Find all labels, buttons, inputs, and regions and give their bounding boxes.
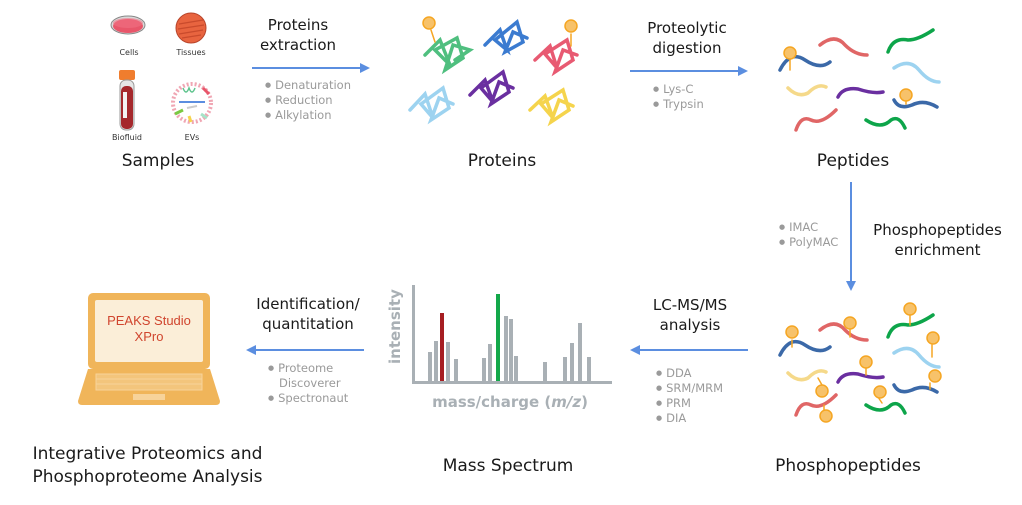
identification-bullets: Proteome Discoverer Spectronaut	[268, 361, 348, 406]
digestion-arrow	[630, 66, 748, 76]
analysis-title-line2: Phosphoproteome Analysis	[32, 467, 263, 487]
peak	[482, 358, 486, 381]
enrichment-arrow	[846, 182, 856, 291]
laptop-screen: PEAKS Studio XPro	[88, 293, 210, 369]
mass-spectrum-chart	[410, 285, 612, 384]
proteins-illustration	[408, 16, 579, 127]
identification-step-label: Identification/ quantitation	[243, 294, 373, 334]
bullet: Proteome	[268, 361, 348, 376]
evs-label: EVs	[184, 133, 200, 142]
phosphopeptides-title: Phosphopeptides	[775, 456, 921, 476]
peak	[504, 316, 508, 381]
extraction-bullets: Denaturation Reduction Alkylation	[265, 78, 351, 123]
peak	[509, 319, 513, 381]
laptop-screen-text: PEAKS Studio XPro	[95, 313, 203, 345]
laptop-text-line2: XPro	[134, 329, 164, 344]
bullet: Alkylation	[265, 108, 351, 123]
peak	[446, 342, 450, 381]
enrichment-step-label: Phosphopeptides enrichment	[865, 220, 1010, 260]
bullet: Spectronaut	[268, 391, 348, 406]
peak	[587, 357, 591, 381]
bullet: SRM/MRM	[656, 381, 723, 396]
biofluid-label: Biofluid	[111, 133, 142, 142]
x-label-suffix: )	[581, 393, 588, 411]
x-axis	[412, 381, 612, 384]
peak	[428, 352, 432, 381]
peptides-title: Peptides	[816, 151, 890, 171]
extraction-line1: Proteins	[267, 16, 329, 34]
peak	[434, 341, 438, 381]
identification-line1: Identification/	[256, 295, 360, 313]
peak	[570, 343, 574, 381]
x-label-italic: m/z	[551, 393, 582, 411]
samples-title: Samples	[121, 151, 195, 171]
lcms-line2: analysis	[659, 316, 721, 334]
bullet-continuation: Discoverer	[279, 376, 341, 390]
peak	[454, 359, 458, 381]
lcms-step-label: LC-MS/MS analysis	[640, 295, 740, 335]
screen-display	[95, 300, 203, 362]
samples-group: Cells Tissues Biofluid EVs	[95, 10, 235, 180]
bullet: PolyMAC	[779, 235, 838, 250]
lcms-bullets: DDA SRM/MRM PRM DIA	[656, 366, 723, 426]
extraction-line2: extraction	[259, 36, 337, 54]
analysis-title: Integrative Proteomics and Phosphoproteo…	[20, 443, 275, 489]
x-label-prefix: mass/charge (	[432, 393, 552, 411]
bullet: Denaturation	[265, 78, 351, 93]
blood-tube-icon	[119, 70, 135, 131]
y-axis	[412, 285, 415, 383]
cells-label: Cells	[119, 48, 139, 57]
peak	[563, 357, 567, 381]
bullet: Reduction	[265, 93, 351, 108]
lcms-arrow	[630, 345, 748, 355]
digestion-bullets: Lys-C Trypsin	[653, 82, 704, 112]
peak	[578, 323, 582, 381]
peptides-illustration	[778, 28, 941, 132]
bullet: Trypsin	[653, 97, 704, 112]
peak-red	[440, 313, 444, 381]
extraction-arrow	[252, 63, 370, 73]
peak	[488, 344, 492, 381]
peak-green	[496, 294, 500, 381]
x-axis-label: mass/charge (m/z)	[420, 393, 600, 411]
peaks	[410, 285, 610, 381]
bullet: IMAC	[779, 220, 838, 235]
analysis-title-line1: Integrative Proteomics and	[32, 444, 263, 464]
peak	[514, 356, 518, 381]
y-axis-label: intensity	[386, 289, 404, 364]
extraction-step-label: Proteins extraction	[248, 15, 348, 55]
bullet: DDA	[656, 366, 723, 381]
identification-arrow	[246, 345, 364, 355]
laptop-text-line1: PEAKS Studio	[107, 313, 191, 328]
bullet: PRM	[656, 396, 723, 411]
lcms-line1: LC-MS/MS	[652, 296, 728, 314]
digestion-line1: Proteolytic	[647, 19, 727, 37]
proteins-title: Proteins	[467, 151, 537, 171]
laptop-keyboard	[78, 369, 220, 405]
tissues-label: Tissues	[176, 48, 206, 57]
extracellular-vesicle-icon	[171, 82, 213, 124]
tissue-icon	[175, 12, 207, 44]
peak	[543, 362, 547, 381]
laptop-icon: PEAKS Studio XPro	[78, 293, 228, 405]
enrichment-bullets: IMAC PolyMAC	[779, 220, 838, 250]
phosphopeptides-illustration	[778, 302, 942, 423]
bullet: DIA	[656, 411, 723, 426]
enrichment-line2: enrichment	[894, 241, 981, 259]
mass-spectrum-title: Mass Spectrum	[442, 456, 574, 476]
enrichment-line1: Phosphopeptides	[873, 221, 1002, 239]
digestion-step-label: Proteolytic digestion	[632, 18, 742, 58]
bullet: Lys-C	[653, 82, 704, 97]
identification-line2: quantitation	[262, 315, 354, 333]
digestion-line2: digestion	[652, 39, 722, 57]
cell-culture-dish-icon	[110, 15, 146, 35]
